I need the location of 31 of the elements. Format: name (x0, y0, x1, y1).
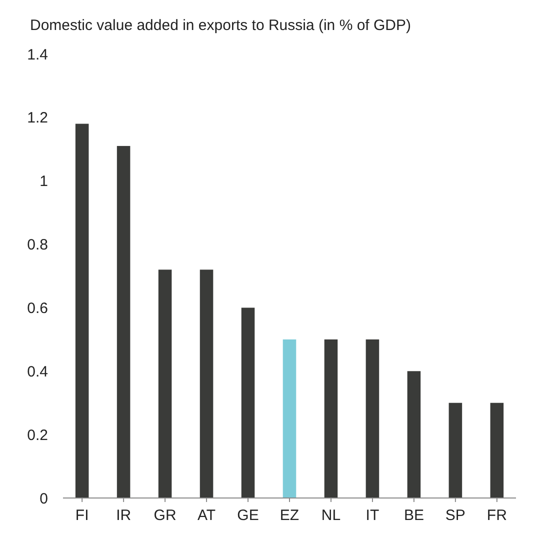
x-tick-label: GR (154, 507, 176, 524)
x-tick-label: AT (198, 507, 216, 524)
y-tick-label: 0.4 (27, 363, 48, 380)
bar (200, 270, 214, 498)
bar (366, 339, 380, 498)
y-tick-label: 0 (40, 490, 48, 508)
y-tick-label: 0.8 (27, 236, 48, 254)
y-tick-label: 1 (40, 173, 48, 190)
y-tick-label: 1.4 (27, 46, 48, 64)
x-tick-label: IT (366, 507, 380, 524)
bar (490, 402, 504, 498)
x-tick-label: FI (75, 507, 89, 524)
bar (407, 371, 421, 498)
bar (158, 270, 172, 498)
x-tick-label: IR (116, 507, 132, 524)
bar (241, 308, 255, 498)
chart-title: Domestic value added in exports to Russia (in % of GDP) (30, 17, 412, 34)
x-tick-label: EZ (280, 507, 300, 524)
bar (448, 402, 462, 498)
x-tick-label: NL (321, 507, 341, 524)
bar (75, 124, 89, 498)
y-tick-label: 0.2 (27, 426, 48, 444)
x-tick-label: BE (404, 507, 424, 524)
y-tick-label: 1.2 (27, 110, 48, 127)
bar (282, 339, 296, 498)
x-tick-label: FR (486, 507, 508, 524)
x-tick-label: SP (445, 507, 466, 524)
bar (116, 146, 130, 498)
x-tick-label: GE (237, 507, 259, 524)
y-tick-label: 0.6 (27, 300, 48, 317)
bar (324, 339, 338, 498)
